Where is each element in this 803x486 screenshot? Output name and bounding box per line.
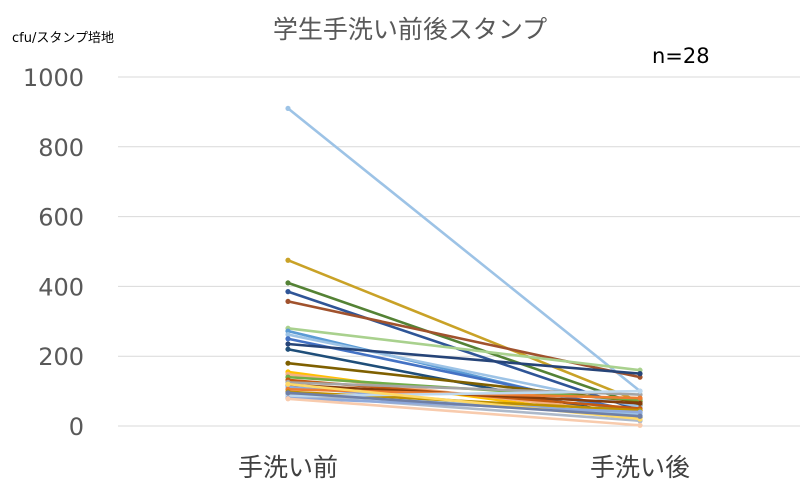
- series-line: [286, 107, 642, 393]
- sample-size-note: n=28: [652, 44, 710, 68]
- y-axis-label: cfu/スタンプ培地: [12, 30, 114, 46]
- y-tick-label: 400: [38, 273, 84, 301]
- series-line: [286, 300, 642, 379]
- series-26: [285, 396, 643, 428]
- y-tick-label: 0: [69, 413, 84, 441]
- data-point: [285, 280, 291, 286]
- data-point: [285, 289, 291, 295]
- data-point: [285, 257, 291, 263]
- x-tick-label: 手洗い後: [590, 453, 690, 482]
- series-10: [285, 341, 643, 377]
- chart-title: 学生手洗い前後スタンプ: [273, 15, 547, 44]
- x-tick-label: 手洗い前: [238, 453, 338, 482]
- data-point: [285, 360, 291, 366]
- data-point: [285, 298, 291, 305]
- series-line: [286, 258, 642, 403]
- series-line: [286, 290, 642, 412]
- data-point: [637, 422, 643, 428]
- data-point: [637, 400, 643, 406]
- data-point: [285, 390, 291, 396]
- x-tick-labels: 手洗い前 手洗い後: [238, 453, 690, 482]
- series-line: [286, 281, 642, 407]
- data-point: [637, 388, 643, 394]
- series-line: [286, 342, 642, 375]
- y-tick-label: 600: [38, 204, 84, 232]
- y-tick-label: 800: [38, 134, 84, 162]
- data-point: [285, 341, 291, 347]
- data-point: [285, 331, 291, 338]
- data-point: [637, 371, 643, 377]
- data-point: [285, 105, 291, 112]
- y-tick-label: 200: [38, 343, 84, 371]
- data-point: [637, 395, 643, 401]
- data-point: [285, 346, 291, 352]
- gridlines: [118, 76, 800, 427]
- data-point: [285, 396, 291, 402]
- series-line: [286, 326, 642, 372]
- data-point: [637, 409, 643, 415]
- y-tick-label: 1000: [23, 64, 84, 92]
- data-point: [285, 381, 291, 387]
- series-lines: [285, 105, 643, 428]
- data-point: [285, 336, 291, 342]
- series-line: [286, 391, 642, 418]
- y-tick-labels: 0 200 400 600 800 1000: [23, 64, 84, 441]
- data-point: [637, 413, 643, 419]
- series-line: [286, 397, 642, 427]
- series-28: [285, 390, 643, 419]
